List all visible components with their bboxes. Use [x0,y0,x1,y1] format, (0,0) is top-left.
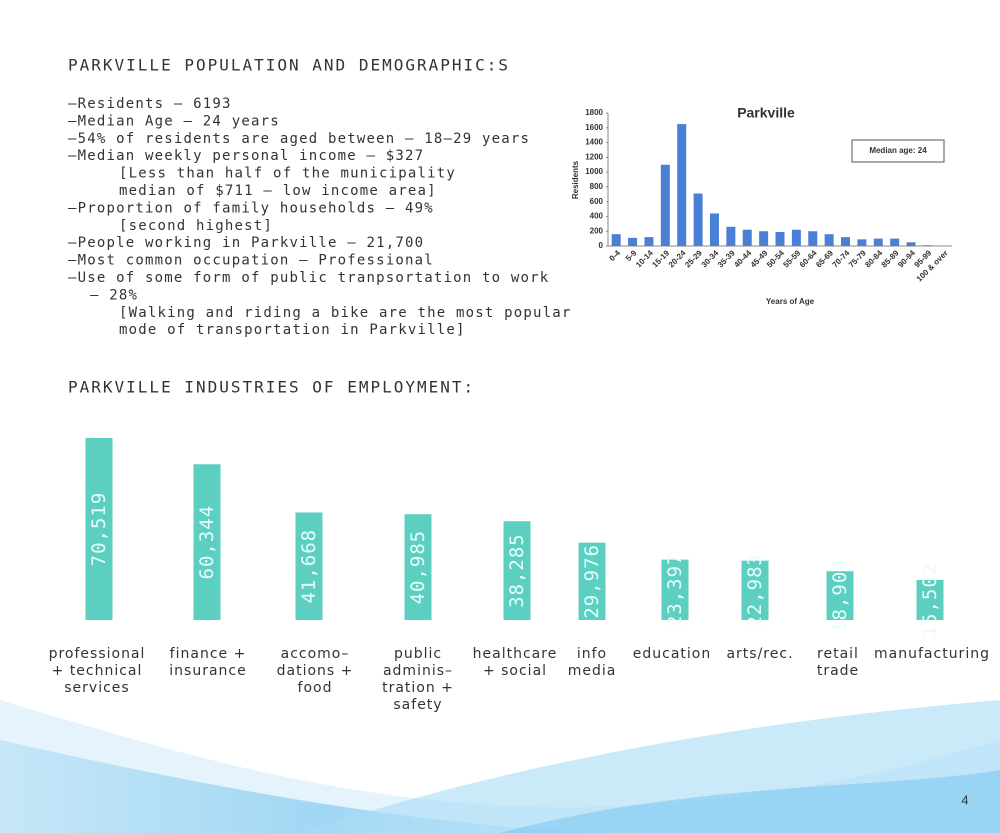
value-label: 38,285 [506,533,528,608]
category-label: public adminis– tration + safety [382,646,454,713]
bar [906,242,916,246]
bullet-line: –Use of some form of public tranpsortati… [68,270,549,286]
category-label: info media [567,646,617,679]
wave [500,770,1000,833]
category-label: manufacturing [874,646,990,662]
bar [709,213,719,246]
bullet-line: –Median Age – 24 years [68,113,280,129]
bullet-line: [Walking and riding a bike are the most … [119,305,572,321]
bullet-line: –Proportion of family households – 49% [68,200,434,216]
bullet-line: –54% of residents are aged between – 18–… [68,131,530,147]
value-label: 15,502 [919,563,941,638]
annotation-box [851,139,945,163]
bar [791,229,801,246]
category-label: retail trade [816,646,860,679]
category-label: healthcare + social [472,646,558,679]
bullet-line: –People working in Parkville – 21,700 [68,235,424,251]
value-label: 40,985 [407,530,429,605]
bar [404,514,432,620]
y-axis-label: Residents [571,160,580,199]
chart-frame [565,98,960,313]
bar [85,438,113,620]
page-number: 4 [961,792,968,807]
heading: PARKVILLE INDUSTRIES OF EMPLOYMENT: [68,378,475,397]
bar [742,229,752,246]
bar [578,542,606,620]
bar [841,237,851,246]
bar [890,238,900,246]
bar [916,579,944,620]
y-tick-label: 0 [599,241,604,250]
bar [741,560,769,620]
y-tick-label: 1000 [585,167,603,176]
bullet-line: –Median weekly personal income – $327 [68,148,424,164]
bar [503,521,531,620]
y-tick-label: 600 [590,197,604,206]
bar [857,239,867,246]
bullet-line: mode of transportation in Parkville] [119,322,466,338]
x-axis-label: Years of Age [766,297,815,306]
y-tick-label: 1400 [585,138,603,147]
y-tick-label: 1800 [585,108,603,117]
bar [808,231,818,246]
category-label: professional + technical services [48,646,146,696]
bar [193,464,221,620]
value-label: 29,976 [581,544,603,619]
bar [677,124,687,246]
y-tick-label: 1200 [585,152,603,161]
bar [628,237,638,246]
y-tick-label: 800 [590,182,604,191]
bar [661,559,689,620]
value-label: 18,904 [829,558,851,633]
bar [644,237,654,246]
wave [0,740,650,833]
heading: PARKVILLE POPULATION AND DEMOGRAPHIC:S [68,56,510,75]
bullet-line: – 28% [90,287,138,303]
bar [726,226,736,246]
chart-title: Parkville [737,105,795,121]
annotation: Median age: 24 [869,146,927,155]
bar [759,231,769,246]
category-label: accomo– dations + food [276,646,354,696]
value-label: 70,519 [88,492,110,567]
bar [295,512,323,620]
value-label: 60,344 [196,505,218,580]
category-label: arts/rec. [726,646,794,662]
category-label: finance + insurance [169,646,247,679]
bullet-line: [second highest] [119,218,273,234]
value-label: 22,983 [744,553,766,628]
bar [922,245,932,246]
bullet-line: median of $711 – low income area] [119,183,437,199]
value-label: 23,397 [664,552,686,627]
bar [873,238,883,246]
category-label: education [632,646,712,662]
bar [826,571,854,620]
bar [775,231,785,246]
bar [693,193,703,246]
y-tick-label: 400 [590,212,604,221]
y-tick-label: 1600 [585,123,603,132]
bar [824,234,834,246]
y-tick-label: 200 [590,226,604,235]
bar [660,164,670,246]
bullet-line: –Most common occupation – Professional [68,253,434,269]
value-label: 41,668 [298,529,320,604]
bullet-line: [Less than half of the municipality [119,166,456,182]
bullet-line: –Residents – 6193 [68,96,232,112]
bar [611,234,621,246]
